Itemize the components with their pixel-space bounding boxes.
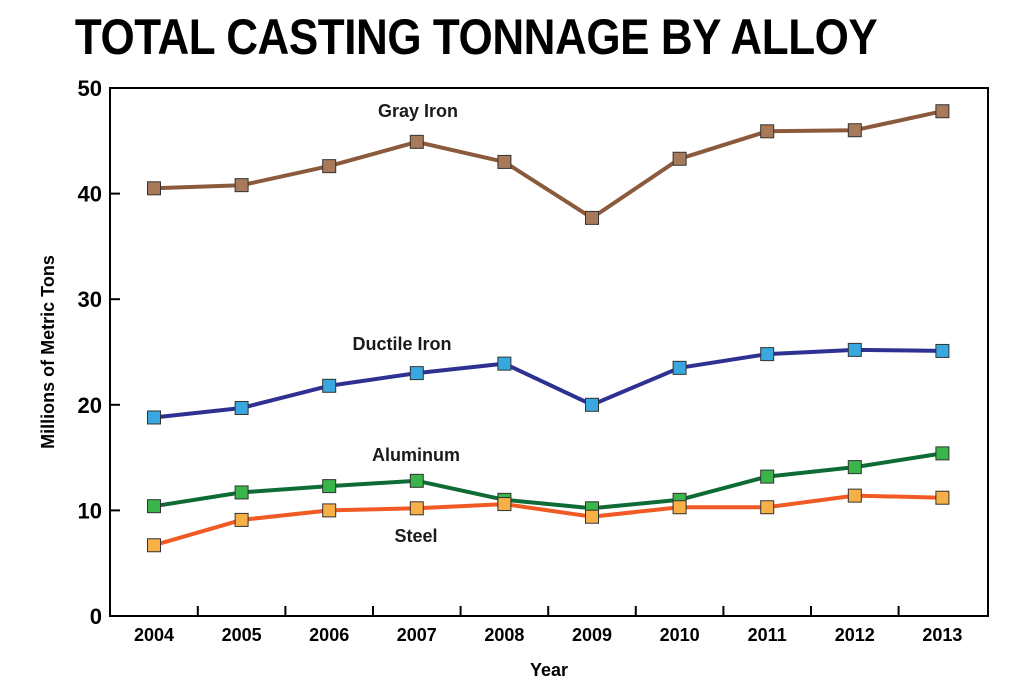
steel-point xyxy=(847,488,862,503)
aluminum-label: Aluminum xyxy=(372,445,460,465)
gray-iron-point xyxy=(847,123,862,138)
aluminum-point xyxy=(234,485,249,500)
steel-line xyxy=(153,493,943,548)
y-tick-label: 10 xyxy=(78,498,102,523)
ductile-iron-point xyxy=(409,366,424,381)
gray-iron-point xyxy=(497,154,512,169)
gray-iron-line xyxy=(153,109,943,220)
aluminum-point xyxy=(847,460,862,475)
x-axis-title: Year xyxy=(530,660,568,680)
ductile-iron-label: Ductile Iron xyxy=(352,334,451,354)
gray-iron-point xyxy=(935,104,950,119)
gray-iron-point xyxy=(147,181,161,196)
steel-point xyxy=(585,509,599,524)
steel-point xyxy=(147,538,161,553)
chart-title: TOTAL CASTING TONNAGE BY ALLOY xyxy=(74,9,878,65)
ductile-iron-point xyxy=(322,378,337,393)
gray-iron-point xyxy=(760,124,775,139)
x-tick-label: 2013 xyxy=(922,625,962,645)
x-tick-label: 2011 xyxy=(748,625,787,645)
steel-point xyxy=(935,490,950,505)
steel-point xyxy=(760,500,775,515)
x-tick-label: 2005 xyxy=(222,625,262,645)
x-tick-label: 2009 xyxy=(572,625,612,645)
x-axis: 2004 2005 2006 2007 2008 2009 2010 2011 2012 2013 xyxy=(134,606,962,645)
x-tick-label: 2004 xyxy=(134,625,174,645)
gray-iron-label: Gray Iron xyxy=(378,101,458,121)
y-tick-label: 20 xyxy=(78,393,102,418)
series-lines xyxy=(153,109,943,548)
aluminum-point xyxy=(147,499,161,514)
steel-label: Steel xyxy=(394,526,437,546)
ductile-iron-point xyxy=(935,343,950,358)
aluminum-point xyxy=(322,479,337,494)
gray-iron-point xyxy=(322,159,337,174)
y-tick-label: 30 xyxy=(78,287,102,312)
x-tick-label: 2010 xyxy=(660,625,700,645)
gray-iron-point xyxy=(585,210,599,225)
y-tick-label: 0 xyxy=(90,604,102,629)
aluminum-point xyxy=(935,446,950,461)
aluminum-point xyxy=(760,469,775,484)
gray-iron-point xyxy=(672,151,687,166)
ductile-iron-point xyxy=(147,410,161,425)
ductile-iron-line xyxy=(153,347,943,420)
gray-iron-point xyxy=(234,178,249,193)
y-tick-label: 50 xyxy=(78,76,102,101)
ductile-iron-point xyxy=(847,342,862,357)
series-markers xyxy=(147,104,950,553)
gray-iron-point xyxy=(409,134,424,149)
steel-point xyxy=(409,501,424,516)
steel-point xyxy=(497,497,512,512)
aluminum-line xyxy=(153,451,943,511)
ductile-iron-point xyxy=(234,400,249,415)
x-tick-label: 2006 xyxy=(309,625,349,645)
y-axis-title: Millions of Metric Tons xyxy=(38,255,58,449)
series-labels: Gray Iron Ductile Iron Aluminum Steel xyxy=(352,101,460,546)
y-axis: 0 10 20 30 40 50 xyxy=(78,76,120,629)
y-tick-label: 40 xyxy=(78,182,102,207)
x-tick-label: 2007 xyxy=(397,625,437,645)
steel-point xyxy=(234,512,249,527)
x-tick-label: 2008 xyxy=(484,625,524,645)
ductile-iron-point xyxy=(497,356,512,371)
steel-point xyxy=(322,503,337,518)
steel-point xyxy=(672,500,687,515)
ductile-iron-point xyxy=(760,347,775,362)
ductile-iron-point xyxy=(672,360,687,375)
ductile-iron-point xyxy=(585,397,599,412)
aluminum-point xyxy=(409,473,424,488)
x-tick-label: 2012 xyxy=(835,625,875,645)
